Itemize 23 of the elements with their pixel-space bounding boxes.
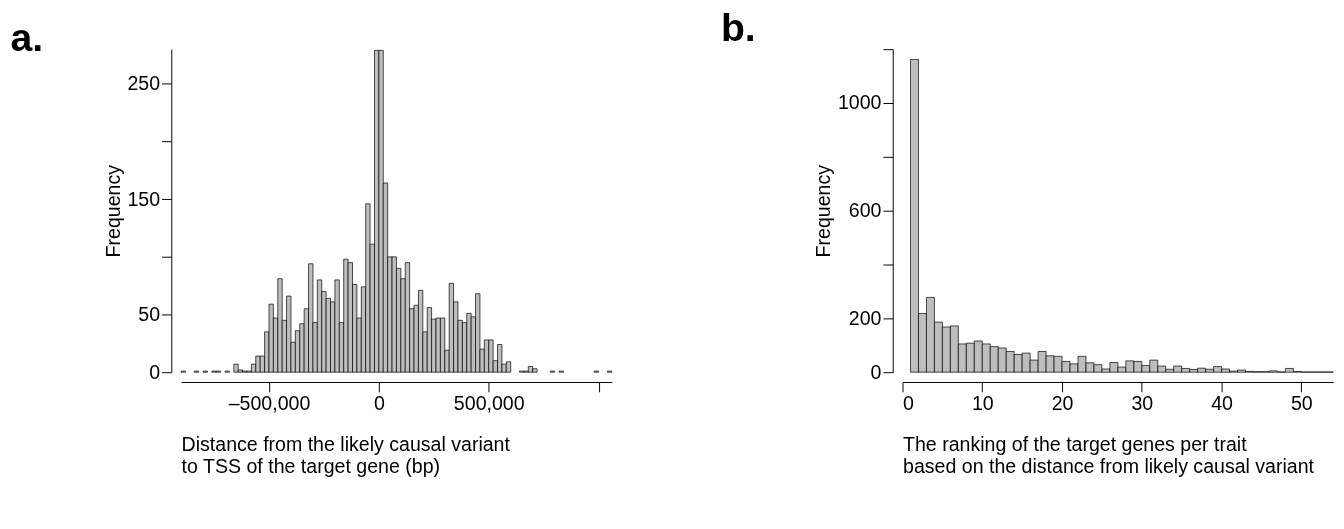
chart-title: a. xyxy=(10,16,44,60)
x-tick-label: 0 xyxy=(373,391,385,414)
x-tick-label: 10 xyxy=(971,391,994,414)
chart-title: b. xyxy=(720,6,756,50)
y-tick-label: 250 xyxy=(127,72,161,95)
y-tick-label: 0 xyxy=(870,360,882,383)
y-tick-label: 200 xyxy=(848,306,882,329)
x-tick-label: 40 xyxy=(1211,391,1234,414)
y-tick-label: 0 xyxy=(149,360,161,383)
x-axis-title: Distance from the likely causal variant to TSS of the target gene (bp) xyxy=(181,433,511,477)
x-tick-label: –500,000 xyxy=(228,391,311,414)
x-tick-label: 0 xyxy=(903,391,915,414)
x-tick-label: 30 xyxy=(1131,391,1154,414)
y-tick-label: 1000 xyxy=(837,91,882,114)
x-tick-label: 20 xyxy=(1051,391,1074,414)
x-tick-label: 50 xyxy=(1290,391,1313,414)
x-tick-label: 500,000 xyxy=(453,391,525,414)
y-axis-title: Frequency xyxy=(101,164,124,258)
y-tick-label: 600 xyxy=(848,199,882,222)
x-axis-title: The ranking of the target genes per trait based on the distance from likely causal variant xyxy=(903,433,1315,477)
y-axis-title: Frequency xyxy=(812,164,835,258)
y-tick-label: 50 xyxy=(138,302,161,325)
y-tick-label: 150 xyxy=(127,187,161,210)
